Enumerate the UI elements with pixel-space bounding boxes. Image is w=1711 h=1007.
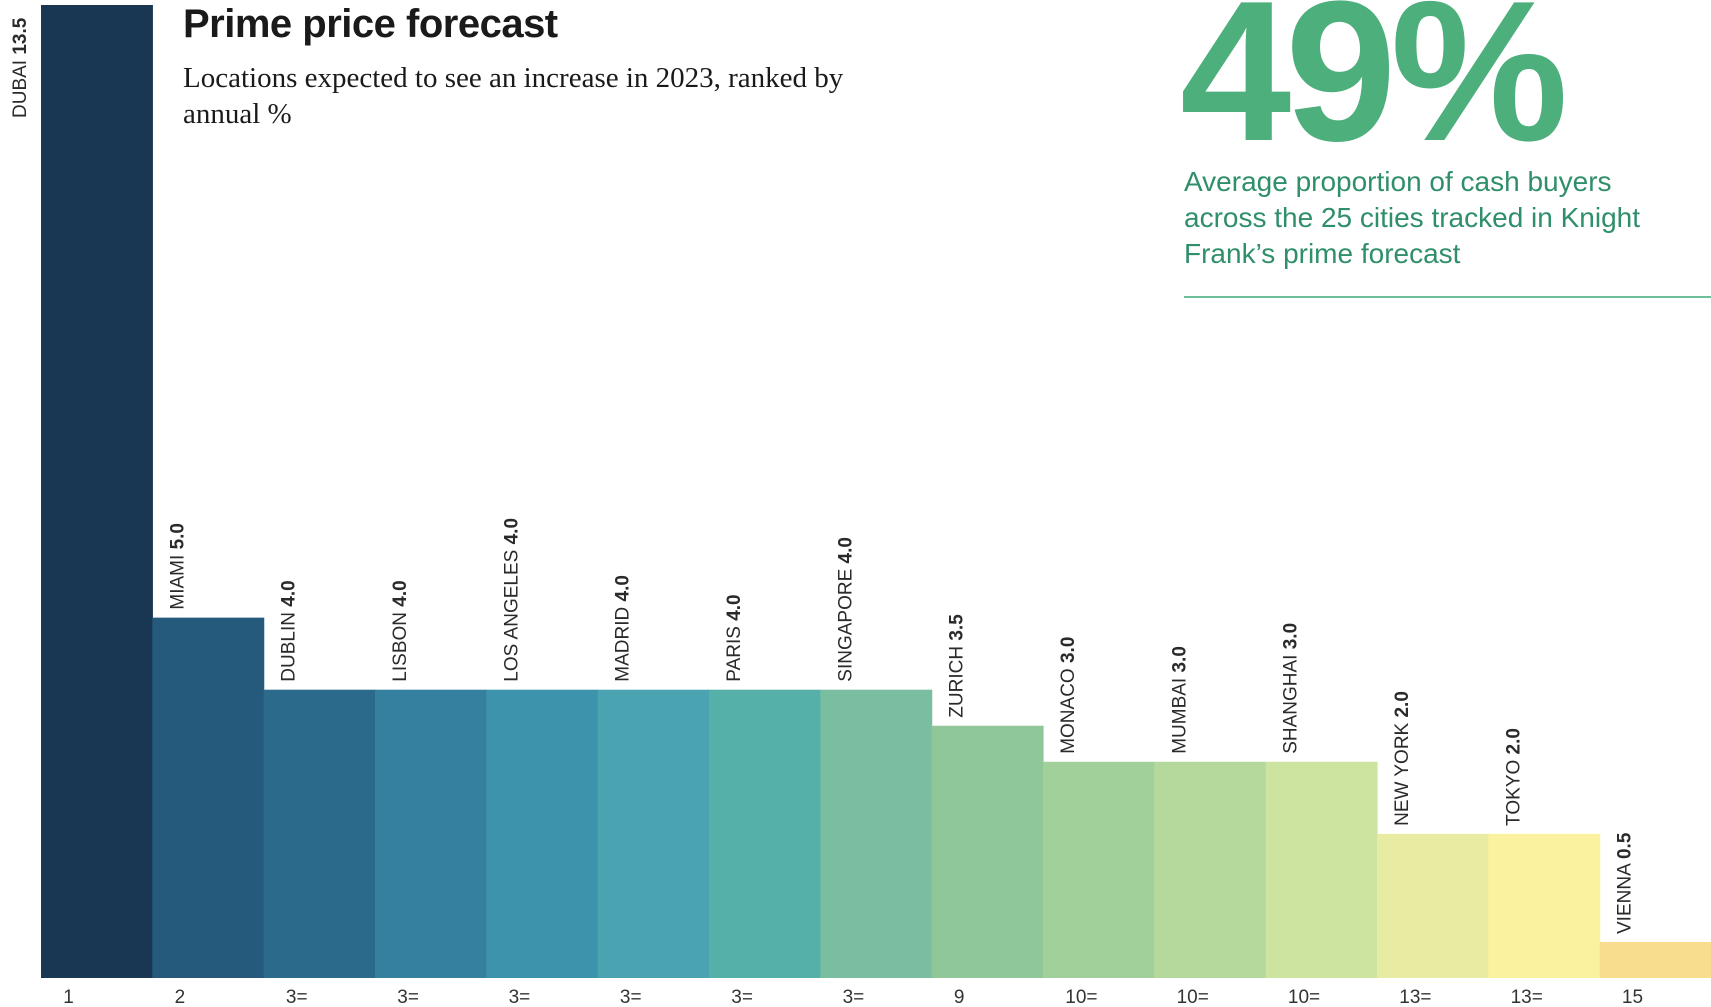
- bar-los-angeles: [486, 689, 599, 978]
- rank-label: 3=: [397, 987, 419, 1007]
- bar-singapore: [820, 689, 933, 978]
- bar-dublin: [263, 689, 376, 978]
- rank-label: 10=: [1288, 987, 1320, 1007]
- bar-monaco: [1043, 761, 1155, 978]
- bar-label: DUBLIN 4.0: [279, 580, 300, 681]
- rank-labels-group: 1 2 3= 3= 3= 3= 3= 3= 9 10= 10= 10= 13= 13= 15: [63, 987, 1643, 1007]
- bar-label: SHANGHAI 3.0: [1281, 623, 1302, 754]
- rank-label: 15: [1622, 987, 1643, 1007]
- bar-label: SINGAPORE 4.0: [835, 537, 856, 682]
- rank-label: 2: [175, 987, 186, 1007]
- bar-mumbai: [1154, 761, 1267, 978]
- bar-label: LOS ANGELES 4.0: [501, 518, 522, 682]
- bar-dubai: [41, 5, 153, 978]
- rank-label: 3=: [509, 987, 531, 1007]
- bar-label: VIENNA 0.5: [1615, 832, 1636, 934]
- bar-paris: [709, 689, 821, 978]
- bars-group: [41, 5, 1711, 978]
- rank-label: 13=: [1511, 987, 1543, 1007]
- stat-value: 49%: [1180, 0, 1568, 183]
- bar-tokyo: [1488, 833, 1601, 978]
- bar-label: PARIS 4.0: [724, 594, 745, 681]
- bar-new-york: [1377, 833, 1489, 978]
- rank-label: 13=: [1399, 987, 1431, 1007]
- chart-subtitle: Locations expected to see an increase in…: [183, 62, 844, 130]
- rank-label: 3=: [843, 987, 865, 1007]
- bar-label: DUBAI 13.5: [10, 17, 31, 118]
- stat-caption: Average proportion of cash buyers across…: [1184, 166, 1641, 269]
- bar-zurich: [931, 725, 1044, 978]
- bar-label: MONACO 3.0: [1058, 637, 1079, 754]
- bar-miami: [152, 617, 265, 978]
- rank-label: 3=: [731, 987, 753, 1007]
- bar-label: TOKYO 2.0: [1503, 728, 1524, 826]
- bar-vienna: [1599, 941, 1711, 978]
- bar-label: MIAMI 5.0: [167, 523, 188, 610]
- bar-madrid: [597, 689, 710, 978]
- rank-label: 3=: [620, 987, 642, 1007]
- bar-lisbon: [375, 689, 487, 978]
- rank-label: 3=: [286, 987, 308, 1007]
- bar-shanghai: [1265, 761, 1378, 978]
- rank-label: 1: [63, 987, 74, 1007]
- bar-label: MADRID 4.0: [613, 575, 634, 682]
- rank-label: 10=: [1065, 987, 1097, 1007]
- bar-labels-group: DUBAI 13.5 MIAMI 5.0 DUBLIN 4.0 LISBON 4.0 L…: [10, 17, 1636, 934]
- bar-label: LISBON 4.0: [390, 580, 411, 681]
- bar-label: NEW YORK 2.0: [1392, 691, 1413, 826]
- rank-label: 10=: [1177, 987, 1209, 1007]
- rank-label: 9: [954, 987, 965, 1007]
- bar-label: MUMBAI 3.0: [1169, 646, 1190, 754]
- stat-divider: [1184, 296, 1711, 298]
- chart-title: Prime price forecast: [183, 2, 558, 46]
- bar-label: ZURICH 3.5: [947, 614, 968, 718]
